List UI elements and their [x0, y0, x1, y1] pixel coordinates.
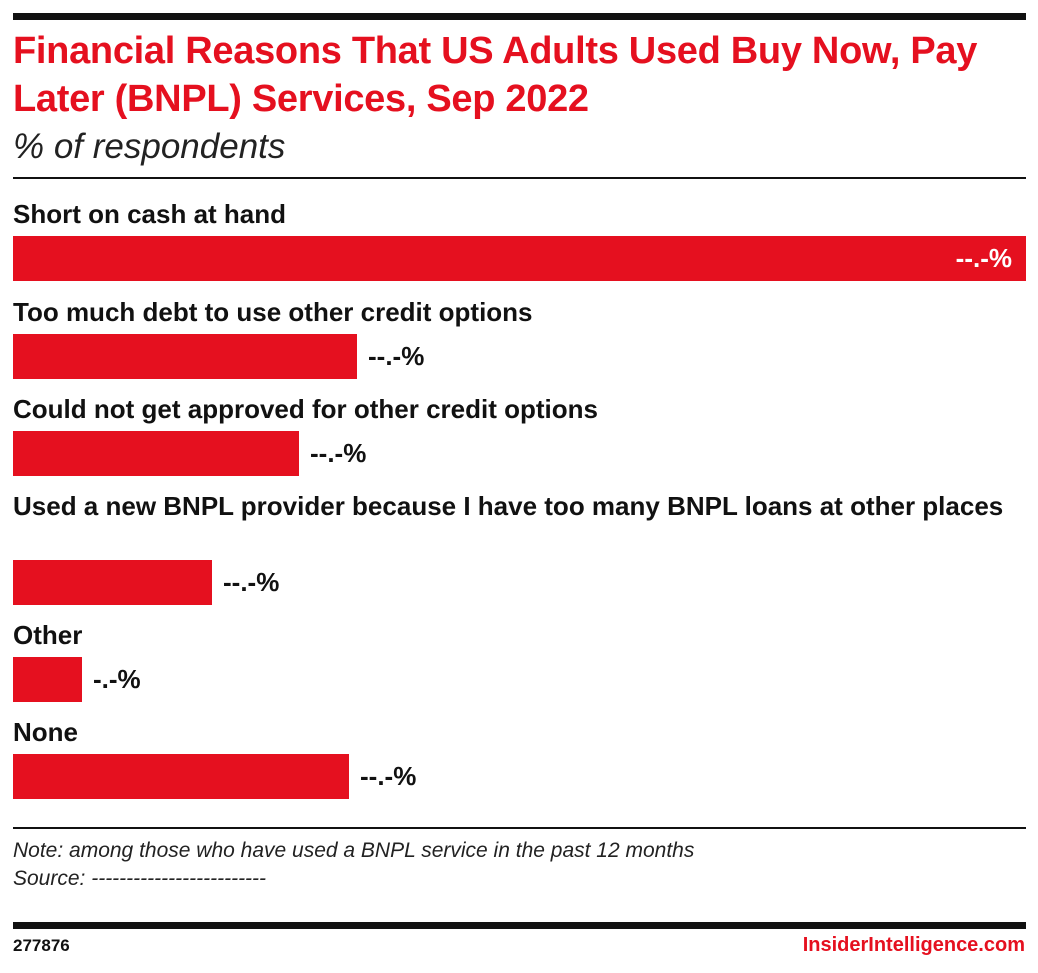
data-label: -.-% — [93, 664, 141, 694]
top-rule — [13, 13, 1026, 20]
bar — [13, 431, 299, 476]
bar — [13, 560, 212, 605]
category-label: Other — [13, 620, 83, 650]
footer-divider — [13, 827, 1026, 829]
chart-title: Financial Reasons That US Adults Used Bu… — [13, 30, 978, 120]
bar — [13, 657, 82, 702]
category-label: Too much debt to use other credit option… — [13, 297, 533, 327]
header-divider — [13, 177, 1026, 179]
category-label: None — [13, 717, 78, 747]
bottom-rule — [13, 922, 1026, 929]
brand-logo-text: InsiderIntelligence.com — [802, 934, 1025, 956]
data-label: --.-% — [223, 567, 280, 597]
chart-subtitle: % of respondents — [13, 127, 286, 166]
chart-note: Note: among those who have used a BNPL s… — [13, 839, 695, 862]
chart-id: 277876 — [13, 936, 70, 955]
data-label: --.-% — [368, 341, 425, 371]
chart-source: Source: ------------------------- — [13, 867, 267, 890]
bar — [13, 754, 349, 799]
category-label: Short on cash at hand — [13, 199, 287, 229]
data-label: --.-% — [955, 243, 1012, 273]
bar — [13, 236, 1026, 281]
category-label: Could not get approved for other credit … — [13, 394, 598, 424]
bar — [13, 334, 357, 379]
category-label: Used a new BNPL provider because I have … — [13, 491, 1004, 521]
data-label: --.-% — [310, 438, 367, 468]
data-label: --.-% — [360, 761, 417, 791]
